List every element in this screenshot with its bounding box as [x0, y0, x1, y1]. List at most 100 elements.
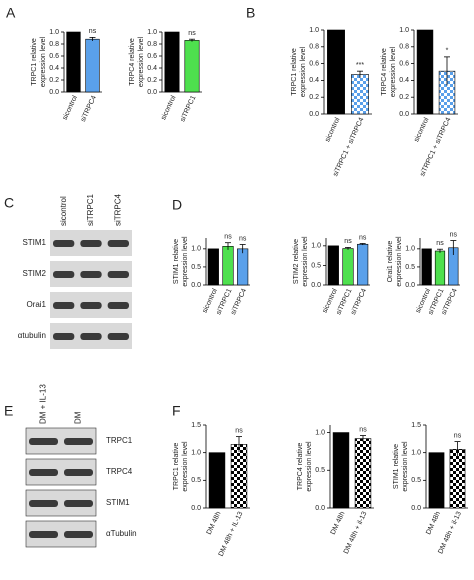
y-tick-label: 0.5 [191, 477, 201, 484]
blot-band [53, 302, 75, 309]
significance-label: ns [450, 231, 458, 238]
y-tick-label: 0.0 [309, 111, 319, 118]
panel-letter: C [4, 195, 14, 211]
x-tick-label: DM 48h [425, 511, 442, 536]
blot-band [53, 271, 75, 278]
y-tick-label: 0.0 [49, 89, 59, 96]
bar [449, 449, 466, 509]
significance-label: ns [359, 426, 367, 433]
y-axis-label: expression level [306, 441, 313, 492]
blot-row-label: αtubulin [18, 331, 46, 340]
blot-row-label: TRPC1 [106, 436, 133, 445]
significance-label: ns [344, 238, 352, 245]
x-tick-label: sicontrol [324, 116, 342, 143]
bar [434, 250, 446, 286]
y-tick-label: 1.0 [309, 27, 319, 34]
x-tick-label: sicontrol [413, 116, 431, 143]
y-tick-label: 0.5 [411, 477, 421, 484]
bar [416, 29, 434, 115]
y-tick-label: 1.0 [191, 246, 201, 253]
blot-row-label: STIM1 [22, 238, 46, 247]
y-axis-label: expression level [396, 236, 403, 287]
bar [85, 38, 100, 93]
blot-band [64, 438, 93, 445]
y-tick-label: 0.8 [49, 41, 59, 48]
y-tick-label: 0.0 [405, 282, 415, 289]
bar [66, 31, 81, 93]
blot-band [29, 531, 58, 538]
y-tick-label: 0.0 [191, 282, 201, 289]
x-tick-label: DM 48h + IL-13 [218, 511, 245, 558]
blot-band [53, 240, 75, 247]
bar [327, 29, 345, 115]
blot-band [29, 500, 58, 507]
blot-band [53, 333, 75, 340]
bar [421, 248, 432, 286]
y-axis-label: STIM2 relative [293, 239, 300, 284]
bar [354, 438, 372, 509]
y-tick-label: 1.0 [315, 429, 325, 436]
y-tick-label: 0.5 [405, 264, 415, 271]
y-tick-label: 1.0 [411, 450, 421, 457]
bar [230, 444, 248, 509]
y-axis-label: expression level [402, 441, 409, 492]
significance-label: ns [436, 240, 444, 247]
y-tick-label: 1.0 [191, 450, 201, 457]
y-axis-label: TRPC4 relative [129, 38, 136, 86]
y-tick-label: 0.0 [191, 505, 201, 512]
y-tick-label: 0.2 [147, 77, 157, 84]
significance-label: ns [235, 427, 243, 434]
y-tick-label: 0.2 [49, 77, 59, 84]
blot-band [64, 500, 93, 507]
bar [332, 432, 350, 509]
blot-row-label: STIM1 [106, 498, 130, 507]
y-axis-label: TRPC1 relative [173, 443, 180, 491]
blot-band [80, 271, 102, 278]
blot-column-label: siTRPC4 [113, 193, 122, 226]
blot-band [64, 531, 93, 538]
y-tick-label: 0.4 [49, 65, 59, 72]
bar [208, 452, 226, 509]
significance-label: ns [89, 28, 97, 35]
y-axis-label: TRPC4 relative [297, 443, 304, 491]
blot-band [29, 438, 58, 445]
y-axis-label: STIM1 relative [173, 239, 180, 284]
bar [184, 40, 200, 93]
y-axis-label: expression level [302, 236, 309, 287]
y-axis-label: Orai1 relative [387, 241, 394, 283]
blot-column-label: DM + IL-13 [39, 384, 48, 424]
significance-label: ns [224, 234, 232, 241]
y-tick-label: 0.4 [399, 77, 409, 84]
y-tick-label: 0.0 [315, 505, 325, 512]
blot-band [80, 302, 102, 309]
bar [222, 246, 234, 286]
y-axis-label: expression level [182, 441, 189, 492]
y-tick-label: 0.6 [309, 60, 319, 67]
significance-label: *** [356, 62, 364, 69]
x-tick-label: DM 48h [330, 511, 347, 536]
blot-band [80, 240, 102, 247]
x-tick-label: sicontrol [62, 94, 80, 121]
blot-band [29, 469, 58, 476]
blot-row-label: αTubulin [106, 529, 137, 538]
blot-band [107, 271, 129, 278]
blot-band [107, 302, 129, 309]
y-tick-label: 0.4 [309, 77, 319, 84]
bar [351, 74, 369, 115]
y-axis-label: TRPC1 relative [31, 38, 38, 86]
y-tick-label: 0.6 [147, 53, 157, 60]
blot-row-label: STIM2 [22, 269, 46, 278]
x-tick-label: sicontrol [160, 94, 178, 121]
y-tick-label: 0.2 [309, 94, 319, 101]
y-tick-label: 0.5 [191, 264, 201, 271]
blot-column-label: sicontrol [59, 196, 68, 226]
y-axis-label: expression level [390, 46, 397, 97]
panel-letter: B [246, 5, 255, 21]
y-tick-label: 0.8 [399, 44, 409, 51]
y-axis-label: expression level [40, 36, 47, 87]
blot-row-label: TRPC4 [106, 467, 133, 476]
significance-label: ns [454, 432, 462, 439]
y-axis-label: TRPC4 relative [381, 48, 388, 96]
y-axis-label: expression level [182, 236, 189, 287]
